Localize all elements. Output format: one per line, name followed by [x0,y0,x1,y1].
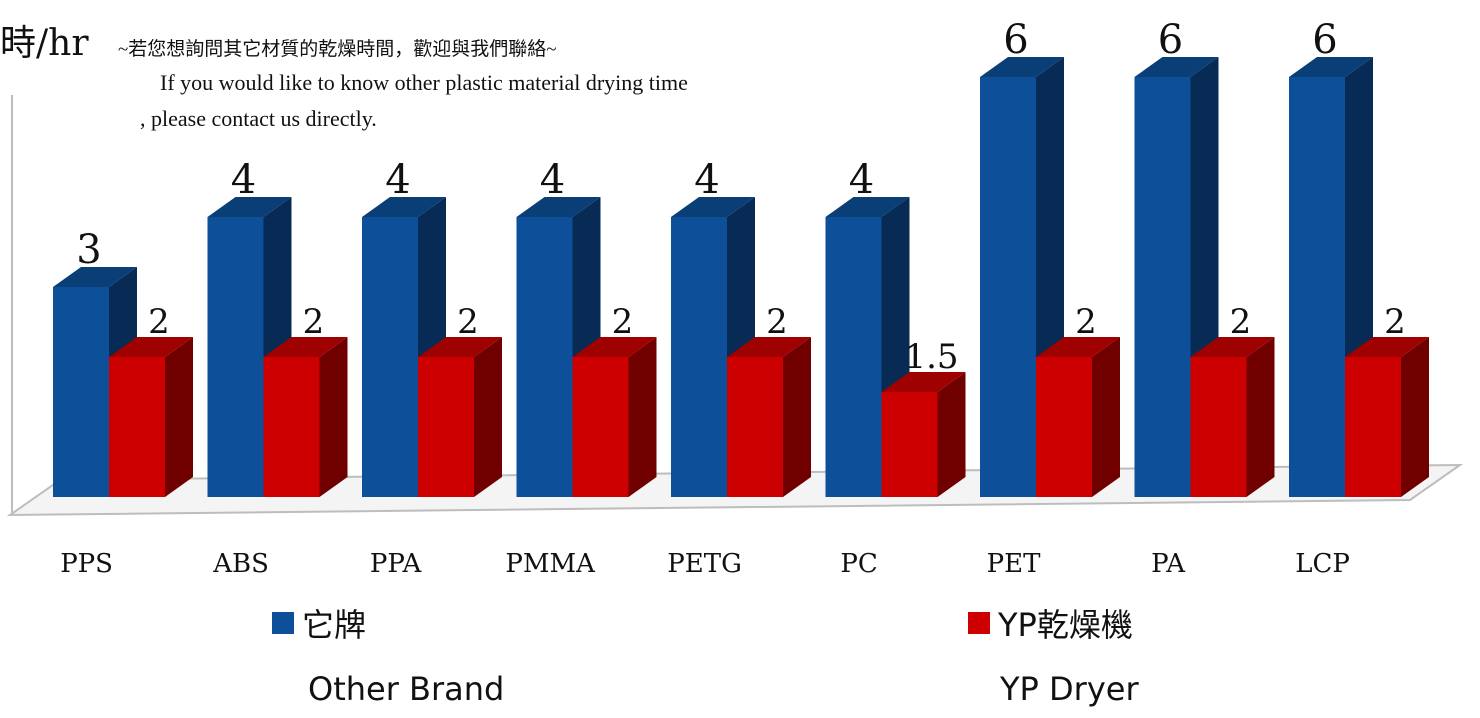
bar-front-pc-s0 [825,217,882,497]
x-tick-label-pa: PA [1151,549,1186,579]
bar-top-abs-s0 [207,197,292,217]
bar-top-pc-s1 [881,372,966,392]
bar-top-pps-s1 [109,337,193,357]
bar-top-lcp-s1 [1345,337,1429,357]
bar-side-pc-s1 [937,372,966,497]
legend-item-other-brand: 它牌 [272,600,366,646]
data-label-pps-s0: 3 [76,227,101,273]
data-label-pet-s0: 6 [1003,17,1028,63]
data-label-pa-s1: 2 [1230,302,1252,342]
y-axis-label: 時/hr [0,23,89,64]
data-label-abs-s1: 2 [303,302,325,342]
bar-side-pet-s1 [1092,337,1120,497]
bar-top-ppa-s1 [418,337,502,357]
bar-front-ppa-s0 [362,217,418,497]
bar-side-pps-s1 [165,337,193,497]
bar-top-pet-s0 [980,57,1064,77]
bar-top-pa-s0 [1134,57,1219,77]
bar-front-pet-s1 [1036,357,1092,497]
bar-front-lcp-s1 [1345,357,1401,497]
annotation-line-en-2: , please contact us directly. [140,106,377,131]
bar-front-pet-s0 [980,77,1036,497]
legend-label-yp-dryer: YP乾燥機 [998,606,1133,644]
bar-side-ppa-s1 [474,337,502,497]
bar-side-pa-s1 [1246,337,1275,497]
data-label-pa-s0: 6 [1158,17,1183,63]
data-label-ppa-s0: 4 [385,157,410,203]
legend-item-yp-dryer: YP乾燥機 [968,600,1133,646]
data-label-pet-s1: 2 [1075,302,1097,342]
data-label-pmma-s1: 2 [612,302,634,342]
bar-top-lcp-s0 [1289,57,1373,77]
chart-labels: 3 2 PPS 4 2 ABS 4 2 PPA 4 2 PMMA 4 2 PETG 4 1.5 PC 6 2 PET 6 2… [60,17,1406,579]
x-tick-label-lcp: LCP [1295,549,1350,579]
bar-top-petg-s1 [727,337,811,357]
legend-label-other-brand: 它牌 [302,606,367,644]
legend-sublabel-yp-dryer: YP Dryer [1000,670,1139,708]
data-label-lcp-s0: 6 [1312,17,1337,63]
data-label-pmma-s0: 4 [540,157,565,203]
bar-side-petg-s1 [783,337,811,497]
bar-side-pmma-s1 [628,337,657,497]
bar-top-abs-s1 [263,337,348,357]
bar-top-pps-s0 [53,267,137,287]
chart-bars [53,57,1429,497]
bar-side-lcp-s1 [1401,337,1429,497]
legend-swatch-yp-dryer [968,612,990,634]
x-tick-label-pet: PET [987,549,1041,579]
bar-top-pet-s1 [1036,337,1120,357]
legend-sublabel-other-brand: Other Brand [308,670,505,708]
x-tick-label-ppa: PPA [370,549,423,579]
bar-top-pmma-s1 [572,337,657,357]
bar-top-pc-s0 [825,197,910,217]
data-label-pc-s0: 4 [849,157,874,203]
data-label-abs-s0: 4 [231,157,256,203]
x-tick-label-pmma: PMMA [505,549,596,579]
annotation-line-en-1: If you would like to know other plastic … [160,70,688,95]
bar-front-petg-s1 [727,357,783,497]
bar-front-pps-s0 [53,287,109,497]
x-tick-label-abs: ABS [212,549,269,579]
bar-front-abs-s1 [263,357,320,497]
bar-front-pmma-s0 [516,217,573,497]
bar-front-abs-s0 [207,217,264,497]
bar-front-pa-s0 [1134,77,1191,497]
bar-front-pc-s1 [881,392,938,497]
annotation-line-zh: ~若您想詢問其它材質的乾燥時間，歡迎與我們聯絡~ [118,39,557,60]
legend-swatch-other-brand [272,612,294,634]
x-tick-label-pps: PPS [60,549,113,579]
data-label-petg-s0: 4 [694,157,719,203]
bar-front-pps-s1 [109,357,165,497]
bar-front-ppa-s1 [418,357,474,497]
bar-top-ppa-s0 [362,197,446,217]
data-label-petg-s1: 2 [766,302,788,342]
bar-top-pmma-s0 [516,197,601,217]
data-label-ppa-s1: 2 [457,302,479,342]
bar-front-pmma-s1 [572,357,629,497]
data-label-pps-s1: 2 [148,302,170,342]
bar-top-pa-s1 [1190,337,1275,357]
bar-side-abs-s1 [319,337,348,497]
x-tick-label-pc: PC [840,549,877,579]
bar-top-petg-s0 [671,197,755,217]
bar-front-lcp-s0 [1289,77,1345,497]
data-label-pc-s1: 1.5 [904,337,958,377]
bar-front-pa-s1 [1190,357,1247,497]
data-label-lcp-s1: 2 [1384,302,1406,342]
bar-front-petg-s0 [671,217,727,497]
x-tick-label-petg: PETG [667,549,742,579]
